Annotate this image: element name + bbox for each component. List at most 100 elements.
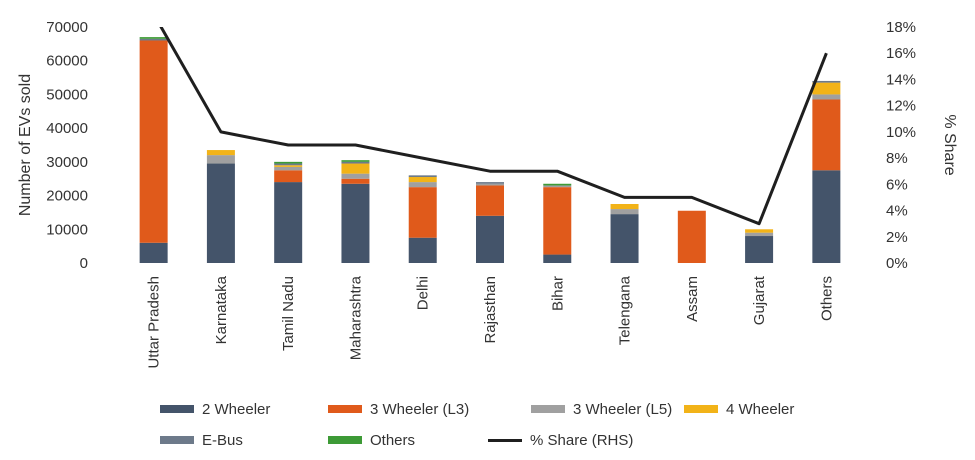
y-right-tick-label: 18% [886,19,916,36]
bar-3-wheeler-l3-tamil-nadu [274,170,303,183]
bar-2-wheeler-rajasthan [476,215,504,263]
share-line [159,27,828,226]
bar-e-bus-delhi [408,175,437,178]
y-right-tick-label: 12% [886,98,916,115]
bar-4-wheeler-telengana [610,204,639,210]
bar-2-wheeler-tamil-nadu [274,182,303,263]
bar-3-wheeler-l5-karnataka [206,155,235,164]
bar-4-wheeler-gujarat [745,229,774,233]
y-tick-label: 40000 [46,120,88,137]
x-tick-label: Bihar [549,276,566,311]
legend-swatch-e-bus [160,436,194,444]
legend-swatch-others [328,436,362,444]
legend-row-2: E-Bus Others % Share (RHS) [160,429,920,451]
bar-3-wheeler-l5-bihar [543,185,572,188]
y-right-tick-label: 6% [886,176,908,193]
y-tick-label: 60000 [46,53,88,70]
legend-label-4-wheeler: 4 Wheeler [726,400,795,418]
legend-item-share-line: % Share (RHS) [488,432,633,449]
x-tick-label: Delhi [415,276,432,310]
bar-4-wheeler-delhi [408,177,437,183]
bar-3-wheeler-l5-gujarat [745,232,774,237]
x-tick-label: Others [818,276,835,321]
y-axis-label: Number of EVs sold [17,74,34,216]
y-tick-label: 50000 [46,86,88,103]
legend-swatch-3-wheeler-l3 [328,405,362,413]
bar-2-wheeler-others [812,170,841,263]
bar-3-wheeler-l5-maharashtra [341,173,370,179]
y-right-tick-label: 4% [886,203,908,220]
y-right-tick-label: 16% [886,45,916,62]
bar-3-wheeler-l5-others [812,94,841,100]
bar-e-bus-tamil-nadu [274,163,303,166]
bar-2-wheeler-karnataka [206,163,235,263]
bar-3-wheeler-l3-rajasthan [476,185,504,216]
bar-2-wheeler-maharashtra [341,183,370,263]
y-tick-label: 10000 [46,221,88,238]
bar-e-bus-others [812,80,841,83]
legend-swatch-2-wheeler [160,405,194,413]
legend-row-1: 2 Wheeler 3 Wheeler (L3) 3 Wheeler (L5) … [160,398,920,420]
x-tick-label: Tamil Nadu [280,276,297,351]
legend-label-others: Others [370,431,416,449]
legend-label-3-wheeler-l5: 3 Wheeler (L5) [573,400,673,418]
bar-3-wheeler-l3-uttar-pradesh [139,40,168,243]
legend: 2 Wheeler 3 Wheeler (L3) 3 Wheeler (L5) … [160,398,920,460]
legend-swatch-3-wheeler-l5 [531,405,565,413]
bar-2-wheeler-bihar [543,254,572,263]
legend-swatch-4-wheeler [684,405,718,413]
y-tick-label: 70000 [46,19,88,36]
legend-label-2-wheeler: 2 Wheeler [202,400,271,418]
bar-4-wheeler-maharashtra [341,163,370,174]
bar-others-uttar-pradesh [139,37,168,39]
y-tick-label: 20000 [46,188,88,205]
y-tick-label: 30000 [46,154,88,171]
bar-3-wheeler-l3-bihar [543,187,572,255]
bar-4-wheeler-others [812,82,841,95]
legend-label-3-wheeler-l3: 3 Wheeler (L3) [370,400,470,418]
bar-e-bus-rajasthan [476,182,504,184]
x-tick-label: Karnataka [213,275,230,344]
y-right-tick-label: 14% [886,71,916,88]
legend-item-3-wheeler-l5: 3 Wheeler (L5) [531,401,684,418]
bar-2-wheeler-telengana [610,214,639,263]
y-axis-right-label: % Share [941,114,958,175]
bar-3-wheeler-l5-rajasthan [476,183,504,186]
x-tick-label: Rajasthan [482,276,499,344]
bar-3-wheeler-l3-others [812,99,841,171]
bar-others-tamil-nadu [274,161,303,164]
y-right-tick-label: 2% [886,229,908,246]
bar-e-bus-maharashtra [341,161,370,164]
x-tick-label: Assam [684,276,701,322]
y-right-tick-label: 10% [886,124,916,141]
y-tick-label: 0 [80,255,88,272]
x-tick-label: Gujarat [751,275,768,325]
x-tick-label: Telengana [617,275,634,345]
bar-3-wheeler-l3-maharashtra [341,178,370,184]
bar-others-bihar [543,183,572,186]
legend-item-others: Others [328,432,488,449]
bar-3-wheeler-l5-tamil-nadu [274,166,303,171]
bar-3-wheeler-l3-assam [677,210,706,263]
bar-others-maharashtra [341,160,370,162]
legend-item-e-bus: E-Bus [160,432,328,449]
y-right-tick-label: 0% [886,255,908,272]
legend-label-e-bus: E-Bus [202,431,243,449]
legend-label-share-line: % Share (RHS) [530,431,634,449]
x-tick-label: Uttar Pradesh [146,276,163,369]
bar-2-wheeler-gujarat [745,236,774,263]
x-tick-label: Maharashtra [347,275,364,360]
bar-e-bus-uttar-pradesh [139,38,168,41]
bar-4-wheeler-tamil-nadu [274,165,303,167]
chart-svg: 0 10000 20000 30000 40000 50000 60000 70000 0% 2… [17,19,958,369]
legend-swatch-share-line [488,438,522,442]
bar-3-wheeler-l3-delhi [408,187,437,238]
bar-3-wheeler-l5-delhi [408,182,437,188]
bar-3-wheeler-l5-telengana [610,209,639,215]
y-right-tick-label: 8% [886,150,908,167]
legend-item-2-wheeler: 2 Wheeler [160,401,328,418]
bar-2-wheeler-uttar-pradesh [139,242,168,263]
bar-2-wheeler-delhi [408,237,437,263]
legend-item-3-wheeler-l3: 3 Wheeler (L3) [328,401,531,418]
